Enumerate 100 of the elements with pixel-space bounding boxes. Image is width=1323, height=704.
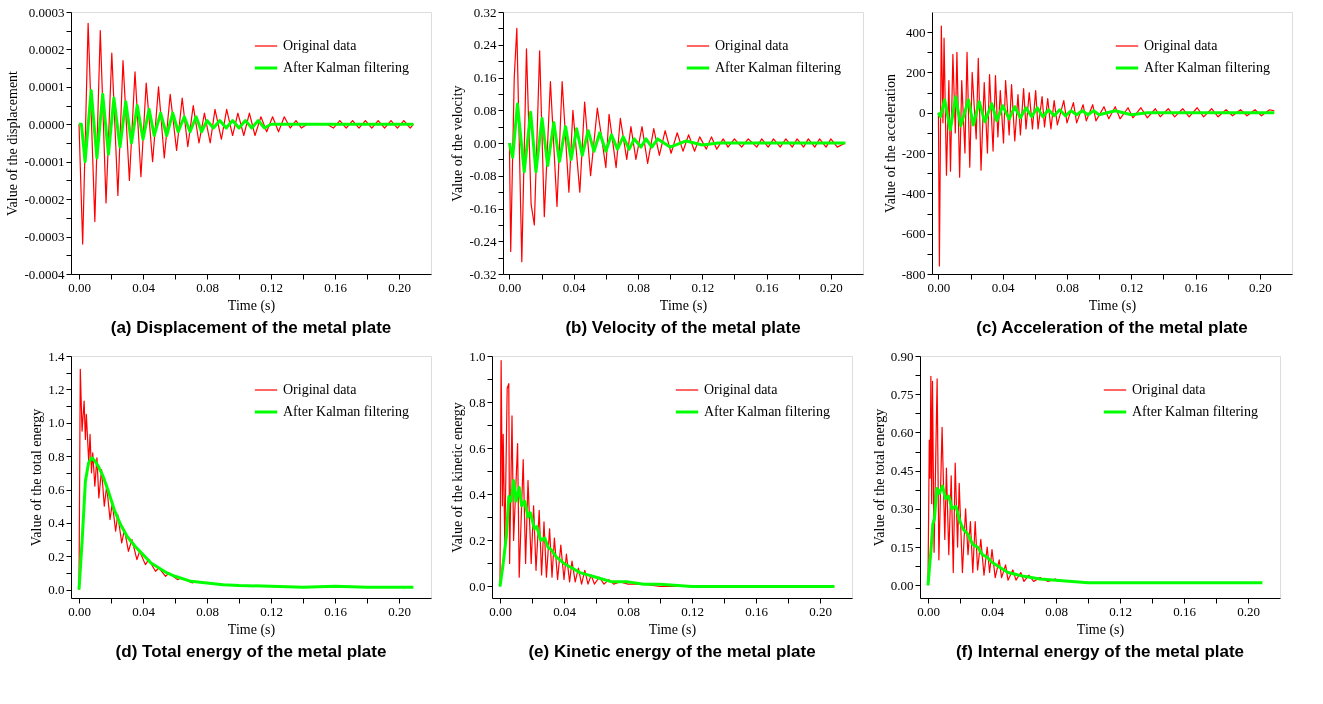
y-tick-label: 0.00 <box>473 135 497 151</box>
y-tick-label: 1.0 <box>48 415 65 431</box>
legend-label: Original data <box>1132 382 1207 397</box>
line-series <box>508 27 846 263</box>
legend-label: Original data <box>715 38 790 53</box>
text: (f) Internal energy of the metal plate <box>955 642 1245 661</box>
x-tick-label: 0.16 <box>1173 603 1197 619</box>
x-tick-label: 0.20 <box>1237 603 1260 619</box>
line-series <box>926 484 1264 587</box>
y-tick-label: -0.0004 <box>24 266 65 282</box>
y-tick-label: 0.0 <box>469 578 486 594</box>
x-tick-label: 0.08 <box>1056 279 1079 295</box>
x-tick-label: 0.12 <box>681 603 704 619</box>
line-series <box>77 89 415 164</box>
x-tick-label: 0.12 <box>1120 279 1144 295</box>
y-tick-label: -0.0003 <box>24 229 65 245</box>
y-tick-label: 200 <box>906 64 926 80</box>
x-tick-label: 0.16 <box>745 603 769 619</box>
text: (e) Kinetic energy of the metal plate <box>528 642 816 661</box>
x-tick-label: 0.12 <box>260 603 283 619</box>
y-tick-label: 0.0002 <box>28 41 65 57</box>
y-tick-label: 0.6 <box>48 482 65 498</box>
x-tick-label: 0.08 <box>196 279 219 295</box>
legend-label: After Kalman filtering <box>283 404 409 419</box>
line-series <box>498 478 836 588</box>
legend-label: After Kalman filtering <box>704 404 830 419</box>
y-tick-label: 0.45 <box>890 463 914 479</box>
text: (c) Acceleration of the metal plate <box>976 318 1248 337</box>
y-tick-label: -600 <box>901 226 926 242</box>
y-tick-label: 0.4 <box>48 515 65 531</box>
x-tick-label: 0.04 <box>132 279 156 295</box>
y-tick-label: 0.75 <box>890 386 914 402</box>
y-tick-label: 0.2 <box>48 548 65 564</box>
y-tick-label: 400 <box>906 24 926 40</box>
y-tick-label: -400 <box>901 185 926 201</box>
x-tick-label: 0.20 <box>388 279 411 295</box>
line-series <box>507 102 847 174</box>
y-tick-label: 0.0001 <box>28 79 65 95</box>
legend-label: Original data <box>1144 38 1219 53</box>
x-tick-label: 0.08 <box>196 603 219 619</box>
text: (b) Velocity of the metal plate <box>565 318 801 337</box>
x-tick-label: 0.16 <box>324 279 348 295</box>
x-tick-label: 0.12 <box>691 279 715 295</box>
x-axis-title: Time (s) <box>1076 621 1125 638</box>
y-tick-label: -0.0001 <box>24 154 65 170</box>
x-tick-label: 0.08 <box>627 279 650 295</box>
y-tick-label: 0.2 <box>469 532 486 548</box>
x-tick-label: 0.20 <box>819 279 843 295</box>
line-series <box>936 95 1276 132</box>
y-tick-label: 1.0 <box>469 348 486 364</box>
x-axis-title: Time (s) <box>659 297 708 314</box>
x-tick-label: 0.20 <box>809 603 832 619</box>
x-tick-label: 0.00 <box>68 603 91 619</box>
x-tick-label: 0.08 <box>1045 603 1068 619</box>
legend-label: After Kalman filtering <box>1144 60 1270 75</box>
line-series <box>937 25 1275 267</box>
x-tick-label: 0.20 <box>1248 279 1272 295</box>
legend-label: After Kalman filtering <box>1132 404 1258 419</box>
x-tick-label: 0.04 <box>981 603 1005 619</box>
x-tick-label: 0.20 <box>388 603 411 619</box>
x-tick-label: 0.00 <box>498 279 522 295</box>
y-tick-label: 0.00 <box>890 577 914 593</box>
x-axis-title: Time (s) <box>648 621 697 638</box>
legend-label: Original data <box>283 382 358 397</box>
legend-label: Original data <box>704 382 779 397</box>
x-tick-label: 0.16 <box>755 279 779 295</box>
y-axis-title: Value of the displacement <box>5 70 21 217</box>
x-tick-label: 0.04 <box>553 603 577 619</box>
y-tick-label: -0.16 <box>469 201 497 216</box>
y-tick-label: -800 <box>901 266 926 282</box>
x-tick-label: 0.00 <box>489 603 512 619</box>
y-tick-label: 0.08 <box>473 102 497 118</box>
y-tick-label: 0.60 <box>890 424 914 440</box>
x-tick-label: 0.16 <box>324 603 348 619</box>
y-tick-label: 0.32 <box>473 4 497 20</box>
y-tick-label: 0.90 <box>890 348 914 364</box>
x-tick-label: 0.00 <box>68 279 91 295</box>
y-tick-label: 0.6 <box>469 440 486 456</box>
y-axis-title: Value of the total energy <box>871 408 887 547</box>
x-tick-label: 0.04 <box>132 603 156 619</box>
y-tick-label: -0.24 <box>469 233 497 249</box>
y-tick-label: -200 <box>901 145 926 161</box>
x-tick-label: 0.12 <box>1109 603 1132 619</box>
y-tick-label: 0.8 <box>469 394 486 410</box>
y-tick-label: 1.2 <box>48 381 65 397</box>
y-axis-title: Value of the velocity <box>450 85 466 202</box>
x-tick-label: 0.16 <box>1184 279 1208 295</box>
y-tick-label: -0.32 <box>469 266 497 282</box>
y-axis-title: Value of the kinetic energy <box>450 402 466 553</box>
y-tick-label: 0.24 <box>473 37 497 53</box>
y-tick-label: 0 <box>919 105 926 121</box>
x-tick-label: 0.00 <box>927 279 951 295</box>
y-tick-label: -0.0002 <box>24 191 65 207</box>
x-tick-label: 0.04 <box>562 279 587 295</box>
y-tick-label: 0.8 <box>48 448 65 464</box>
legend-label: After Kalman filtering <box>283 60 409 75</box>
y-tick-label: 0.0003 <box>28 4 65 20</box>
line-series <box>78 22 414 245</box>
x-tick-label: 0.04 <box>991 279 1016 295</box>
y-axis-title: Value of the total energy <box>29 408 45 547</box>
